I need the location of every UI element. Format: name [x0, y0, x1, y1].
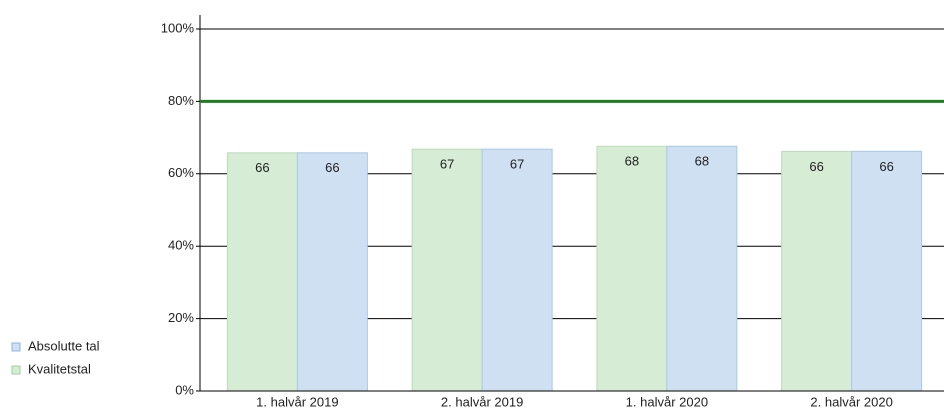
bar [226, 152, 298, 392]
data-label: 68 [625, 154, 639, 169]
bar [481, 148, 553, 392]
y-tick-label: 0% [175, 382, 194, 397]
data-label: 66 [325, 160, 339, 175]
x-tick-label: 1. halvår 2019 [256, 394, 338, 409]
bar [851, 150, 923, 392]
data-label: 68 [695, 154, 709, 169]
bar [596, 145, 668, 392]
x-tick-label: 2. halvår 2019 [441, 394, 523, 409]
data-label: 66 [879, 159, 893, 174]
data-label: 66 [809, 159, 823, 174]
legend-swatch [11, 342, 21, 352]
bar [411, 148, 483, 392]
y-tick-label: 40% [168, 238, 194, 253]
bar [296, 152, 368, 392]
legend-label: Kvalitetstal [28, 361, 91, 376]
y-tick-label: 20% [168, 310, 194, 325]
bar [781, 150, 853, 392]
data-label: 66 [255, 160, 269, 175]
y-tick-label: 60% [168, 165, 194, 180]
bar [666, 145, 738, 392]
legend-label: Absolutte tal [28, 338, 100, 353]
legend-swatch [11, 365, 21, 375]
data-label: 67 [510, 157, 524, 172]
y-tick-label: 100% [161, 20, 195, 35]
y-tick-label: 80% [168, 93, 194, 108]
x-tick-label: 1. halvår 2020 [626, 394, 708, 409]
x-tick-label: 2. halvår 2020 [810, 394, 892, 409]
data-label: 67 [440, 157, 454, 172]
